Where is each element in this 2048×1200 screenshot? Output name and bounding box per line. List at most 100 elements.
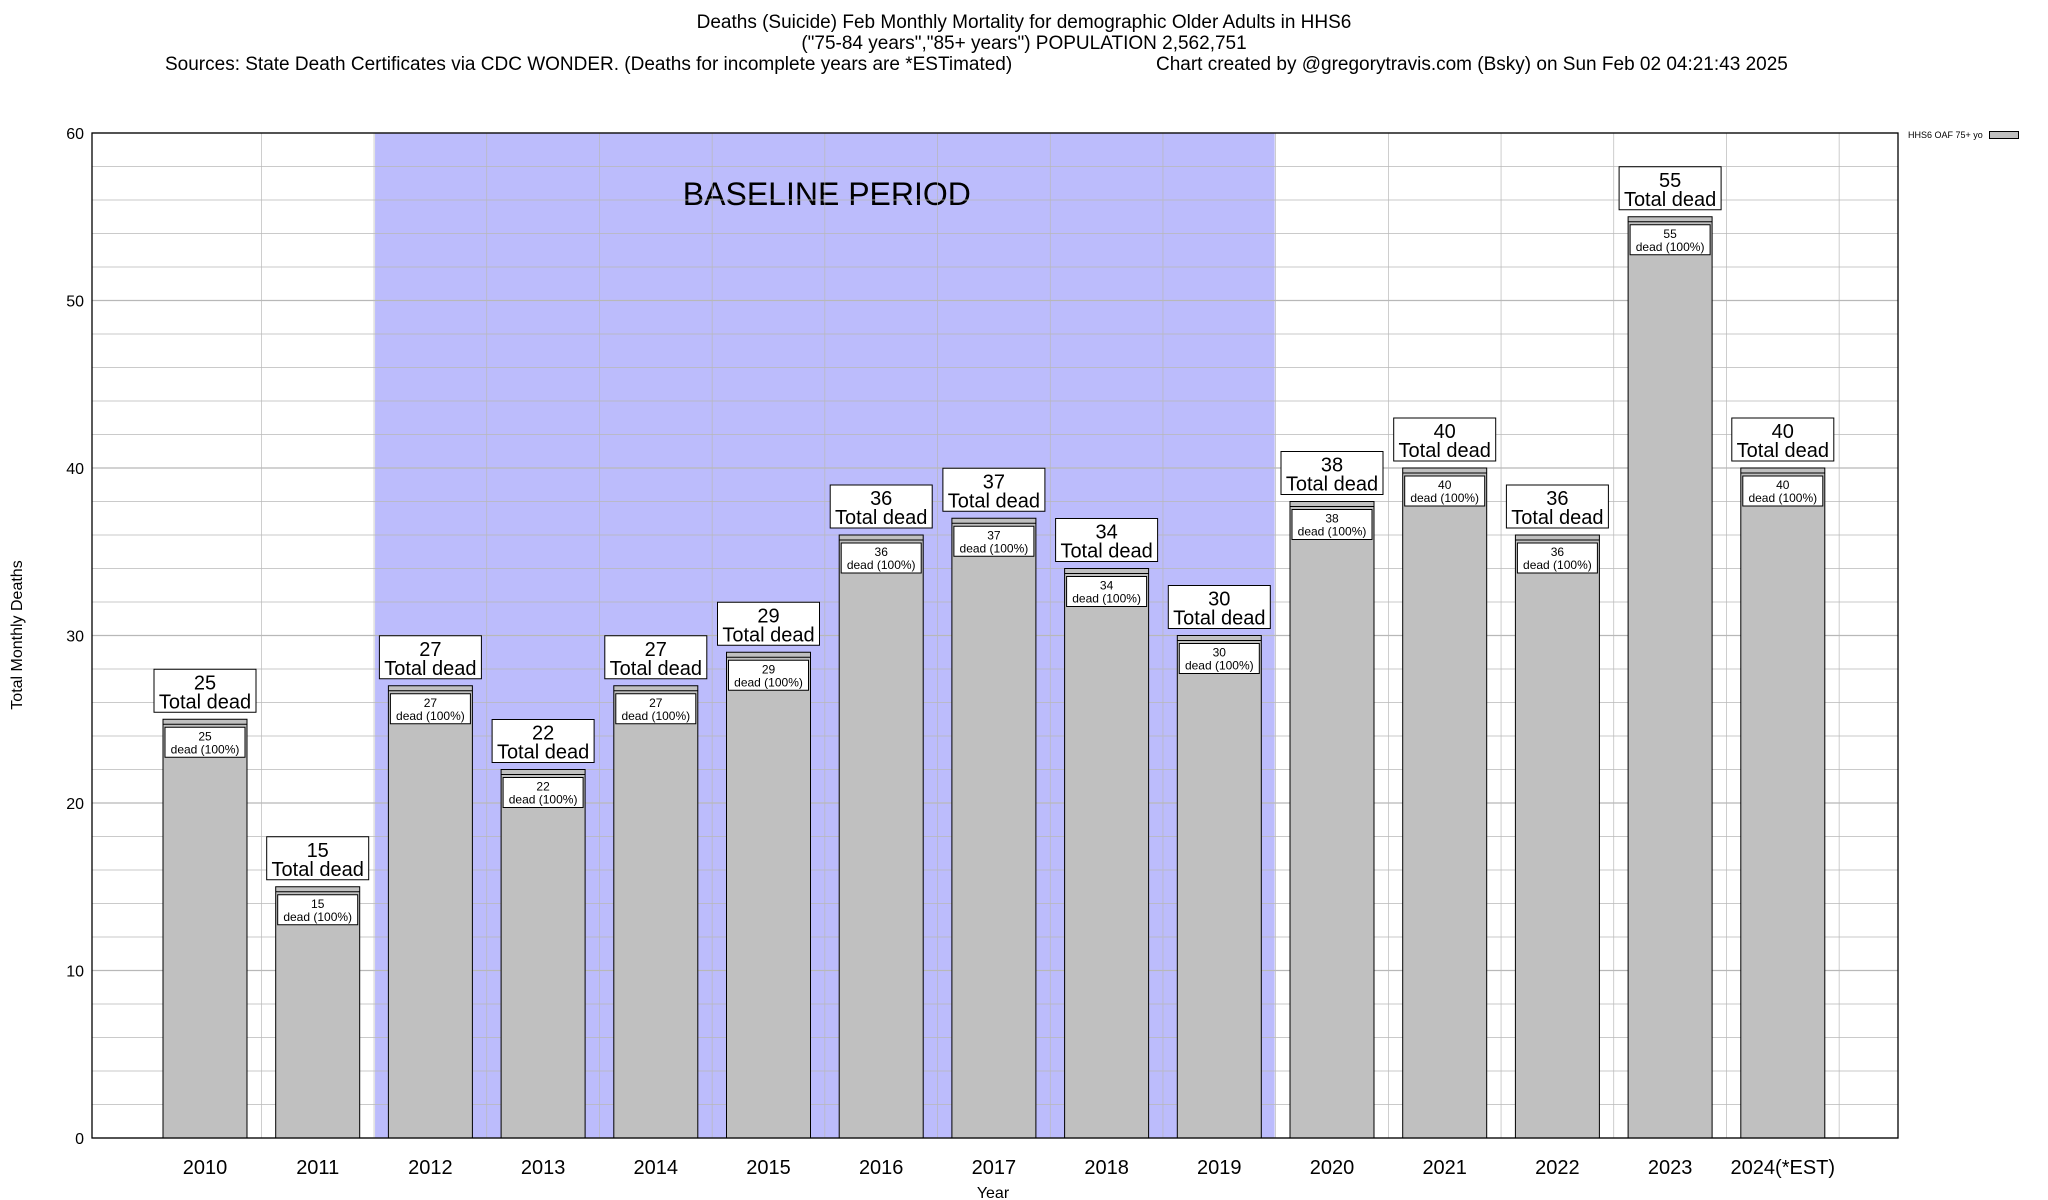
inner-label-box (1066, 576, 1148, 607)
inner-label-value: 38 (1325, 512, 1339, 526)
y-tick-label: 30 (66, 629, 84, 646)
bar (500, 769, 586, 1139)
data-label-value: 38 (1321, 455, 1343, 477)
data-label-text: Total dead (159, 691, 251, 713)
data-label-value: 25 (194, 672, 216, 694)
inner-label-box (164, 726, 246, 758)
data-label-box (1393, 417, 1497, 462)
data-label-box (1618, 166, 1722, 211)
inner-label-box (389, 693, 471, 725)
data-label-text: Total dead (1624, 189, 1716, 211)
x-tick-label: 2021 (1422, 1157, 1467, 1179)
data-label-text: Total dead (1737, 440, 1829, 462)
inner-label-text: dead (100%) (734, 675, 803, 689)
legend-label: HHS6 OAF 75+ yo (1908, 130, 1983, 140)
x-tick-label: 2012 (408, 1157, 453, 1179)
bar (613, 685, 699, 1139)
data-label-box (829, 484, 933, 529)
inner-label-text: dead (100%) (1410, 491, 1479, 505)
data-label-text: Total dead (722, 624, 814, 646)
data-label-value: 34 (1095, 522, 1117, 544)
y-tick-label: 10 (66, 964, 84, 981)
inner-label-text: dead (100%) (1072, 592, 1141, 606)
x-tick-label: 2017 (972, 1157, 1017, 1179)
x-tick-label: 2013 (521, 1157, 566, 1179)
inner-label-box (840, 542, 922, 574)
x-tick-label: 2019 (1197, 1157, 1242, 1179)
x-tick-label: 2022 (1535, 1157, 1580, 1179)
x-tick-label: 2010 (183, 1157, 228, 1179)
bar (1064, 568, 1150, 1139)
data-label-value: 36 (870, 488, 892, 510)
data-label-text: Total dead (1060, 541, 1152, 563)
data-label-value: 27 (419, 639, 441, 661)
data-label-value: 40 (1434, 421, 1456, 443)
legend-swatch (1988, 131, 2019, 139)
inner-label-box (277, 894, 359, 926)
data-label-value: 30 (1208, 589, 1230, 611)
inner-label-text: dead (100%) (1748, 491, 1817, 505)
y-tick-label: 0 (75, 1131, 84, 1148)
bar (1289, 501, 1375, 1139)
inner-label-box (1404, 475, 1486, 507)
inner-label-box (502, 777, 584, 808)
inner-label-value: 36 (875, 545, 889, 559)
data-label-box (1731, 417, 1835, 462)
data-label-text: Total dead (272, 859, 364, 881)
inner-label-text: dead (100%) (396, 709, 465, 723)
x-tick-label: 2014 (634, 1157, 679, 1179)
inner-label-box (1178, 643, 1260, 674)
data-label-value: 37 (983, 471, 1005, 493)
inner-label-value: 37 (987, 528, 1001, 542)
bar (1176, 635, 1262, 1139)
inner-label-text: dead (100%) (1298, 525, 1367, 539)
inner-label-text: dead (100%) (1636, 240, 1705, 254)
inner-label-value: 30 (1213, 646, 1227, 660)
inner-label-text: dead (100%) (960, 541, 1029, 555)
inner-label-value: 27 (649, 696, 663, 710)
data-label-value: 55 (1659, 170, 1681, 192)
y-tick-label: 40 (66, 461, 84, 478)
x-tick-label: 2023 (1648, 1157, 1693, 1179)
bar (1740, 467, 1826, 1139)
data-label-box (1505, 484, 1609, 529)
data-label-box (1055, 518, 1159, 562)
inner-label-value: 40 (1438, 478, 1452, 492)
bar (951, 517, 1037, 1139)
y-tick-label: 60 (66, 126, 84, 143)
inner-label-box (615, 693, 697, 725)
data-label-box (491, 719, 595, 763)
bar (1514, 534, 1600, 1139)
plot-frame (91, 132, 1899, 1139)
x-tick-label: 2020 (1310, 1157, 1355, 1179)
inner-label-value: 36 (1551, 545, 1565, 559)
chart-credit: Chart created by @gregorytravis.com (Bsk… (1156, 54, 1788, 75)
inner-label-value: 22 (536, 780, 550, 794)
inner-label-box (728, 659, 809, 691)
inner-label-box (1629, 224, 1711, 256)
inner-label-box (1742, 475, 1824, 507)
inner-label-text: dead (100%) (283, 910, 352, 924)
data-label-value: 36 (1546, 488, 1568, 510)
data-label-box (378, 635, 482, 680)
data-label-box (1167, 585, 1271, 629)
chart-title-line1: Deaths (Suicide) Feb Monthly Mortality f… (696, 12, 1352, 33)
inner-label-text: dead (100%) (171, 742, 240, 756)
bar (1627, 216, 1713, 1139)
inner-label-text: dead (100%) (621, 709, 690, 723)
data-label-text: Total dead (948, 490, 1040, 512)
bar (726, 651, 811, 1139)
data-label-box (153, 668, 257, 713)
data-label-value: 22 (532, 723, 554, 745)
x-axis-label: Year (977, 1185, 1010, 1200)
legend: HHS6 OAF 75+ yo (1908, 130, 2019, 140)
y-tick-label: 20 (66, 796, 84, 813)
data-label-box (604, 635, 708, 680)
inner-label-text: dead (100%) (1185, 659, 1254, 673)
data-label-text: Total dead (1511, 507, 1603, 529)
chart-sources: Sources: State Death Certificates via CD… (165, 54, 1013, 75)
data-label-text: Total dead (497, 742, 589, 764)
data-label-box (717, 601, 820, 646)
x-tick-label: 2015 (746, 1157, 791, 1179)
inner-label-box (1291, 509, 1373, 540)
